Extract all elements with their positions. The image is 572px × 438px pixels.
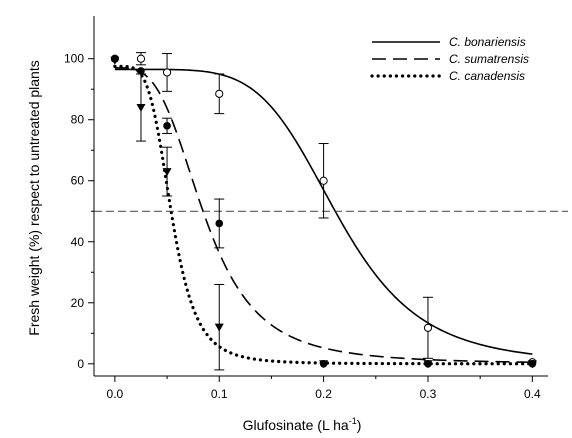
x-axis-title: Glufosinate (L ha-1) — [243, 416, 362, 433]
x-tick-label: 0.0 — [107, 387, 124, 401]
y-axis-title: Fresh weight (%) respect to untreated pl… — [26, 60, 42, 335]
x-tick-label: 0.4 — [524, 387, 541, 401]
tick-labels: 0.0 0.1 0.2 0.3 0.4 0 20 40 60 80 100 — [64, 52, 541, 401]
legend-label: C. bonariensis — [449, 35, 526, 49]
data-markers — [110, 54, 537, 369]
x-tick-label: 0.3 — [420, 387, 437, 401]
x-tick-label: 0.2 — [315, 387, 332, 401]
data-point-filled-triangle-down — [136, 104, 146, 113]
axes — [88, 16, 548, 382]
legend-label: C. canadensis — [449, 69, 525, 83]
data-point-filled-triangle-down — [423, 360, 433, 369]
data-point-filled-triangle-down — [527, 360, 537, 369]
x-tick-label: 0.1 — [211, 387, 228, 401]
error-bars — [135, 52, 433, 371]
fit-curve-c--sumatrensis — [114, 67, 533, 364]
data-point-filled-triangle-down — [162, 168, 172, 177]
data-point-filled-triangle-down — [319, 360, 329, 369]
data-point-filled-circle — [163, 122, 171, 130]
data-point-open-circle — [215, 89, 224, 98]
legend-label: C. sumatrensis — [449, 52, 529, 66]
data-point-filled-triangle-down — [214, 323, 224, 332]
y-tick-label: 100 — [64, 52, 84, 66]
fit-curve-c--canadensis — [113, 64, 534, 366]
data-point-filled-triangle-down — [110, 56, 120, 65]
data-point-open-circle — [136, 54, 146, 63]
data-point-open-circle — [162, 68, 172, 77]
y-tick-label: 40 — [71, 235, 85, 249]
data-point-open-circle — [319, 176, 328, 185]
legend: C. bonariensis C. sumatrensis C. canadensi… — [370, 35, 529, 83]
y-tick-label: 20 — [71, 296, 85, 310]
y-tick-label: 60 — [71, 174, 85, 188]
y-tick-label: 80 — [71, 113, 85, 127]
data-point-open-circle — [423, 323, 433, 332]
data-point-filled-circle — [215, 219, 224, 228]
data-point-filled-circle — [137, 67, 145, 75]
y-tick-label: 0 — [77, 357, 84, 371]
